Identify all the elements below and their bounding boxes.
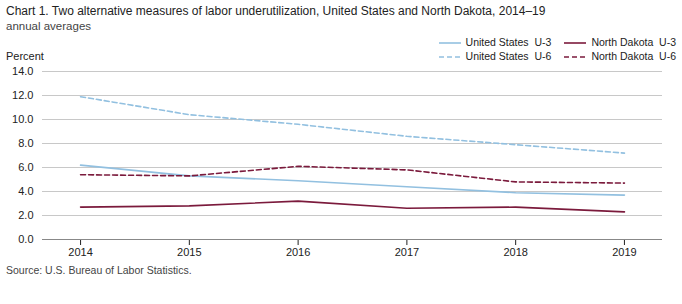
html-text:Chart 1. Two alternative measu: Chart 1. Two alternative measures of lab… (6, 4, 546, 18)
svg-text:2015: 2015 (177, 246, 201, 258)
html-text:United States U-6: United States U-6 (465, 50, 552, 62)
svg-text:2018: 2018 (503, 246, 527, 258)
svg-text:2014: 2014 (68, 246, 92, 258)
svg-text:10.0: 10.0 (12, 113, 33, 125)
svg-text:6.0: 6.0 (18, 161, 33, 173)
html-text:annual averages: annual averages (6, 20, 91, 32)
svg-text:4.0: 4.0 (18, 185, 33, 197)
svg-text:2.0: 2.0 (18, 209, 33, 221)
svg-text:2019: 2019 (612, 246, 636, 258)
svg-text:2017: 2017 (395, 246, 419, 258)
html-text:United States U-3: United States U-3 (465, 36, 552, 48)
svg-text:0.0: 0.0 (18, 233, 33, 245)
html-text:North Dakota U-6: North Dakota U-6 (591, 50, 676, 62)
svg-text:8.0: 8.0 (18, 137, 33, 149)
html-text:Source: U.S. Bureau of Labor S: Source: U.S. Bureau of Labor Statistics. (6, 264, 192, 276)
svg-text:2016: 2016 (286, 246, 310, 258)
svg-text:14.0: 14.0 (12, 65, 33, 77)
html-text:North Dakota U-3: North Dakota U-3 (591, 36, 676, 48)
svg-text:12.0: 12.0 (12, 89, 33, 101)
html-text:Percent: Percent (6, 50, 44, 62)
